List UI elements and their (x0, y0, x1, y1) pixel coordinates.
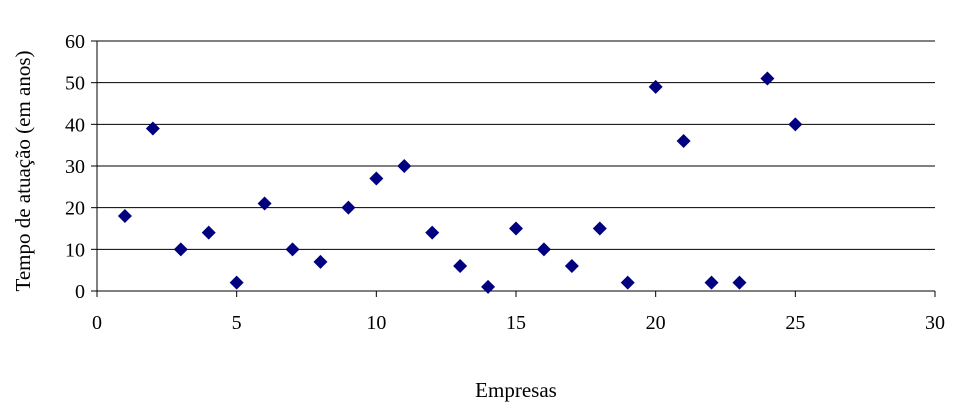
data-points (117, 71, 803, 294)
data-point-20 (648, 79, 663, 94)
data-point-18 (592, 221, 607, 236)
y-tick-label-10: 10 (65, 239, 85, 261)
x-tick-label-30: 30 (925, 312, 945, 334)
data-point-12 (425, 225, 440, 240)
y-tick-label-0: 0 (75, 281, 85, 303)
data-point-15 (509, 221, 523, 236)
data-point-19 (620, 275, 635, 290)
x-tick-label-0: 0 (92, 312, 102, 334)
data-point-22 (704, 275, 719, 290)
x-tick-label-10: 10 (366, 312, 386, 334)
x-tick-label-15: 15 (506, 312, 526, 334)
y-tick-label-20: 20 (65, 198, 85, 220)
x-tick-label-20: 20 (646, 312, 666, 334)
data-point-25 (788, 117, 803, 132)
x-tick-label-25: 25 (785, 312, 805, 334)
data-point-21 (676, 134, 691, 148)
data-point-4 (201, 225, 216, 240)
y-tick-label-50: 50 (65, 73, 85, 95)
data-point-23 (732, 275, 747, 290)
grid-lines (97, 40, 935, 250)
data-point-9 (341, 200, 356, 215)
x-tick-label-5: 5 (232, 312, 242, 334)
data-point-1 (117, 209, 132, 223)
y-tick-label-60: 60 (65, 31, 85, 53)
data-point-16 (536, 242, 551, 257)
data-point-13 (453, 259, 468, 273)
axes (91, 40, 936, 297)
data-point-3 (173, 242, 188, 257)
data-point-5 (229, 275, 244, 290)
data-point-10 (369, 171, 384, 186)
tick-labels: 0 10 20 30 40 50 60 0 5 10 15 20 25 30 (65, 31, 945, 334)
y-tick-label-30: 30 (65, 156, 85, 178)
y-tick-label-40: 40 (65, 114, 85, 136)
data-point-17 (564, 259, 579, 273)
data-point-24 (760, 71, 775, 86)
y-axis-title: Tempo de atuação (em anos) (11, 50, 35, 291)
data-point-7 (285, 242, 300, 257)
data-point-8 (313, 254, 328, 269)
data-point-2 (145, 121, 160, 136)
x-axis-title: Empresas (475, 378, 557, 402)
data-point-6 (257, 196, 272, 211)
data-point-11 (397, 159, 412, 173)
data-point-14 (481, 279, 496, 294)
